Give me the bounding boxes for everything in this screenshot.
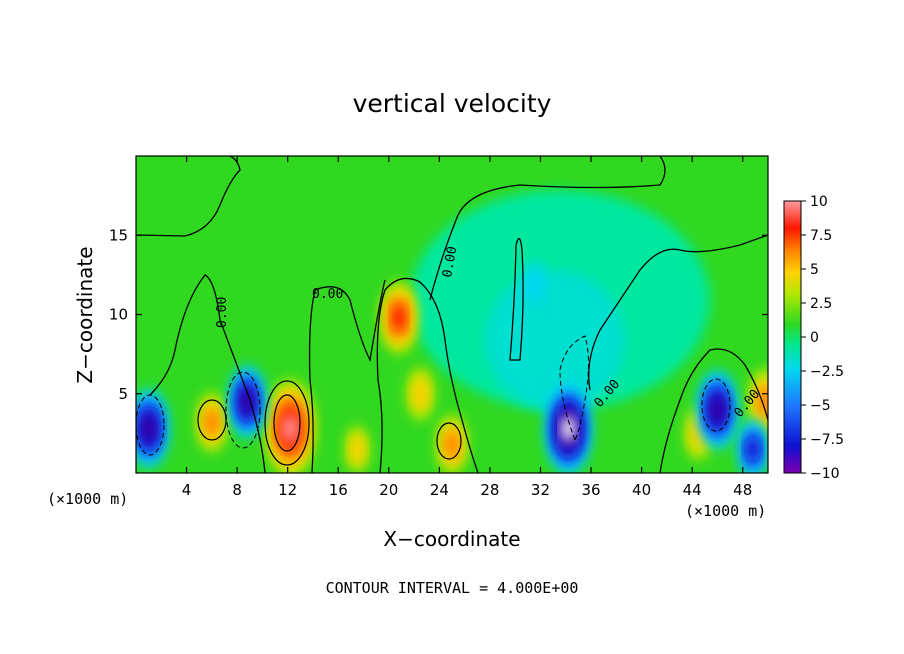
downdraft-core — [522, 262, 546, 304]
downdraft-contour-x9 — [225, 371, 261, 449]
x-tick-label: 12 — [278, 481, 297, 499]
updraft-contours — [197, 380, 462, 466]
contour-label-zero-1: 0.00 — [215, 297, 230, 328]
x-axis-ticks: 4 8 12 16 20 24 28 32 36 40 44 48 — [182, 156, 752, 499]
x-tick-label: 44 — [683, 481, 702, 499]
contour-label-zero-3: 0.00 — [440, 245, 460, 278]
x-tick-label: 48 — [733, 481, 752, 499]
x-unit-right: (×1000 m) — [685, 502, 766, 520]
weak-downdraft-core — [485, 270, 625, 410]
x-tick-label: 32 — [531, 481, 550, 499]
x-axis-label: X−coordinate — [383, 527, 520, 551]
velocity-level — [349, 434, 366, 464]
velocity-level — [204, 408, 219, 436]
zero-contours — [136, 156, 768, 473]
velocity-level — [240, 389, 254, 415]
updraft-core — [195, 392, 228, 453]
chart-title: vertical velocity — [353, 89, 552, 118]
colorbar-tick-label: 7.5 — [810, 228, 832, 244]
velocity-level — [561, 415, 576, 442]
updraft-core — [264, 379, 316, 473]
y-tick-label: 15 — [109, 226, 128, 244]
downdraft-core — [736, 419, 768, 473]
downdraft-core — [696, 370, 739, 450]
downdraft-core — [228, 365, 267, 439]
updraft-core — [406, 366, 435, 421]
y-axis-ticks: 5 10 15 — [109, 226, 768, 403]
velocity-level — [444, 431, 460, 458]
downdraft-contour-x34 — [559, 335, 589, 442]
updraft-core — [379, 281, 419, 355]
zero-contour-right-cell — [659, 348, 768, 473]
x-tick-label: 4 — [182, 481, 192, 499]
downdraft-contour-x46 — [701, 378, 731, 432]
updraft-contour-x6 — [197, 399, 227, 441]
x-tick-label: 36 — [581, 481, 600, 499]
contour-interval-footer: CONTOUR INTERVAL = 4.000E+00 — [326, 579, 579, 597]
zero-contour-updraft-column — [376, 277, 479, 473]
colorbar: 10 7.5 5 2.5 0 −2.5 −5 −7.5 −10 — [783, 194, 844, 482]
colorbar-tick-label: 5 — [810, 262, 819, 278]
x-tick-label: 20 — [379, 481, 398, 499]
colorbar-gradient — [783, 200, 802, 474]
colorbar-tick-label: −7.5 — [810, 432, 844, 448]
x-unit-left: (×1000 m) — [47, 490, 128, 508]
updraft-contour-x25 — [436, 422, 462, 460]
x-tick-label: 24 — [430, 481, 449, 499]
x-tick-label: 8 — [232, 481, 242, 499]
y-tick-label: 5 — [118, 385, 128, 403]
colorbar-tick-label: 10 — [810, 194, 828, 210]
x-tick-label: 16 — [329, 481, 348, 499]
velocity-level — [141, 414, 156, 443]
downdraft-contours — [136, 335, 731, 456]
zero-contour-thin-finger — [509, 238, 524, 361]
y-axis-label: Z−coordinate — [73, 246, 97, 383]
velocity-level — [522, 262, 546, 304]
updraft-core — [344, 425, 371, 473]
velocity-level — [745, 435, 760, 463]
downdraft-core — [544, 382, 593, 473]
contour-label-zero-2: 0.00 — [312, 287, 343, 302]
zero-contour-center-cell — [308, 279, 386, 473]
downdraft-contour-left — [136, 394, 165, 456]
colorbar-tick-label: −2.5 — [810, 364, 844, 380]
colorbar-tick-labels: 10 7.5 5 2.5 0 −2.5 −5 −7.5 −10 — [801, 194, 844, 482]
zero-contour-upper-right — [588, 234, 768, 391]
velocity-level — [411, 377, 430, 411]
colorbar-tick-label: 0 — [810, 330, 819, 346]
zero-contour-mid-plume — [429, 156, 666, 301]
plot-area: 0.00 0.00 0.00 0.00 0.00 — [136, 156, 768, 473]
updraft-contour-x12-inner — [273, 394, 301, 452]
colorbar-tick-label: −10 — [810, 466, 840, 482]
updraft-contour-x12 — [264, 380, 310, 466]
colorbar-tick-label: 2.5 — [810, 296, 832, 312]
zero-contour-left-cell — [149, 274, 266, 473]
x-tick-label: 28 — [480, 481, 499, 499]
velocity-level — [282, 414, 298, 443]
updraft-core — [436, 414, 468, 473]
y-tick-label: 10 — [109, 306, 128, 324]
velocity-level — [392, 305, 406, 331]
x-tick-label: 40 — [632, 481, 651, 499]
velocity-level — [710, 395, 725, 424]
colorbar-tick-label: −5 — [810, 398, 831, 414]
downdraft-core — [136, 389, 170, 469]
